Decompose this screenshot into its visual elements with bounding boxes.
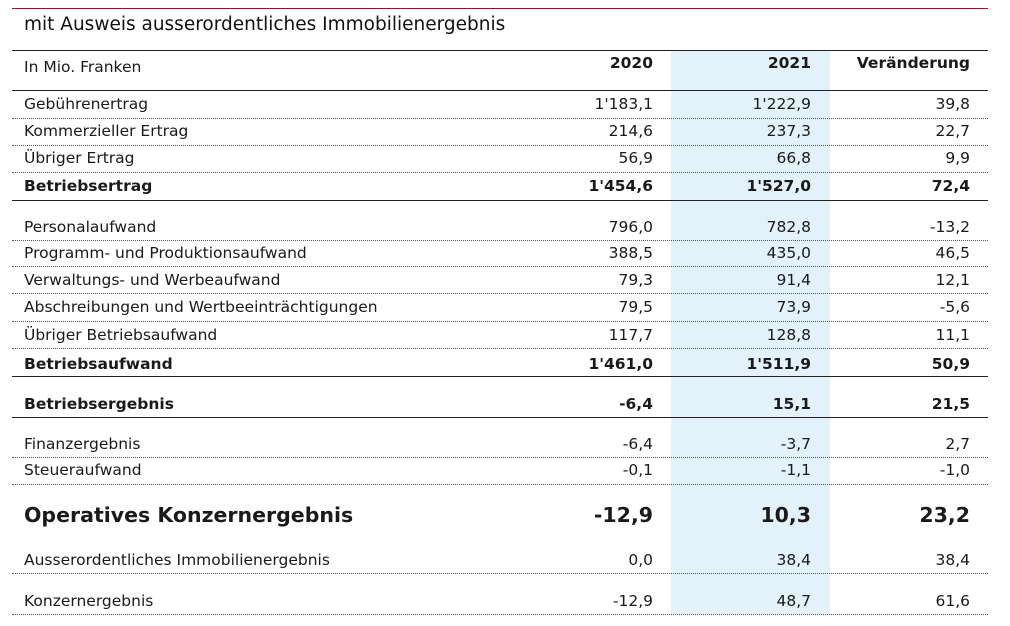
row-value-2021: 782,8	[766, 218, 811, 236]
row-value-2021: -1,1	[780, 461, 811, 479]
row-value-change: 46,5	[935, 244, 970, 262]
row-value-change: 61,6	[935, 592, 970, 610]
row-divider	[12, 321, 988, 322]
section-rule	[12, 200, 988, 201]
row-value-2020: 214,6	[608, 122, 653, 140]
row-value-2021: 66,8	[776, 149, 811, 167]
row-label: Kommerzieller Ertrag	[24, 122, 189, 140]
row-value-change: 11,1	[935, 326, 970, 344]
section-rule	[12, 417, 988, 418]
row-value-2020: 56,9	[618, 149, 653, 167]
row-divider	[12, 172, 988, 173]
row-value-change: 38,4	[935, 551, 970, 569]
row-label: Betriebsaufwand	[24, 355, 173, 373]
table-title: mit Ausweis ausserordentliches Immobilie…	[24, 14, 506, 35]
row-value-change: -5,6	[939, 298, 970, 316]
row-value-2020: 79,5	[618, 298, 653, 316]
unit-label: In Mio. Franken	[24, 58, 142, 76]
row-value-2020: 0,0	[628, 551, 653, 569]
row-label: Verwaltungs- und Werbeaufwand	[24, 271, 281, 289]
row-value-change: 2,7	[945, 435, 970, 453]
row-divider	[12, 118, 988, 119]
row-divider	[12, 614, 988, 615]
row-label: Gebührenertrag	[24, 95, 149, 113]
row-value-2021: 48,7	[776, 592, 811, 610]
row-value-2021: 73,9	[776, 298, 811, 316]
row-value-2021: 38,4	[776, 551, 811, 569]
row-label: Operatives Konzernergebnis	[24, 503, 354, 527]
row-label: Übriger Ertrag	[24, 149, 135, 167]
column-header-2020: 2020	[609, 54, 653, 72]
row-label: Finanzergebnis	[24, 435, 141, 453]
row-label: Ausserordentliches Immobilienergebnis	[24, 551, 330, 569]
top-rule	[12, 8, 988, 9]
row-value-change: 21,5	[931, 395, 970, 413]
row-divider	[12, 484, 988, 485]
row-value-2020: 117,7	[608, 326, 653, 344]
row-label: Betriebsertrag	[24, 177, 153, 195]
row-value-2020: -6,4	[622, 435, 653, 453]
row-value-change: 9,9	[945, 149, 970, 167]
row-value-2021: 1'511,9	[746, 355, 811, 373]
row-value-2020: 1'454,6	[588, 177, 653, 195]
column-header-2021: 2021	[767, 54, 811, 72]
row-divider	[12, 240, 988, 241]
row-divider	[12, 266, 988, 267]
row-divider	[12, 348, 988, 349]
row-divider	[12, 293, 988, 294]
row-label: Steueraufwand	[24, 461, 142, 479]
row-label: Betriebsergebnis	[24, 395, 174, 413]
row-value-change: 22,7	[935, 122, 970, 140]
row-value-2020: -12,9	[593, 503, 653, 527]
row-divider	[12, 145, 988, 146]
row-value-2020: -6,4	[619, 395, 653, 413]
row-value-change: 12,1	[935, 271, 970, 289]
header-top-rule	[12, 50, 988, 51]
row-value-2021: -3,7	[780, 435, 811, 453]
row-value-change: -1,0	[939, 461, 970, 479]
row-value-2020: 796,0	[608, 218, 653, 236]
row-value-change: 50,9	[931, 355, 970, 373]
column-header-change: Veränderung	[856, 54, 970, 72]
row-label: Programm- und Produktionsaufwand	[24, 244, 307, 262]
row-value-2020: -12,9	[612, 592, 653, 610]
row-value-2021: 1'527,0	[746, 177, 811, 195]
row-value-2021: 237,3	[766, 122, 811, 140]
row-value-2020: -0,1	[622, 461, 653, 479]
row-value-2020: 388,5	[608, 244, 653, 262]
row-value-2020: 1'461,0	[588, 355, 653, 373]
row-value-2021: 1'222,9	[752, 95, 812, 113]
row-value-2020: 1'183,1	[594, 95, 654, 113]
row-value-change: 39,8	[935, 95, 970, 113]
row-divider	[12, 457, 988, 458]
row-value-2021: 15,1	[772, 395, 811, 413]
row-value-change: 23,2	[919, 503, 970, 527]
highlight-column-2021	[671, 50, 830, 614]
row-divider	[12, 573, 988, 574]
section-rule	[12, 376, 988, 377]
row-label: Konzernergebnis	[24, 592, 154, 610]
row-label: Abschreibungen und Wertbeeinträchtigunge…	[24, 298, 378, 316]
row-value-change: 72,4	[931, 177, 970, 195]
row-label: Personalaufwand	[24, 218, 157, 236]
row-label: Übriger Betriebsaufwand	[24, 326, 218, 344]
row-value-2021: 128,8	[766, 326, 811, 344]
row-value-2020: 79,3	[618, 271, 653, 289]
row-value-change: -13,2	[929, 218, 970, 236]
row-value-2021: 10,3	[760, 503, 811, 527]
row-value-2021: 435,0	[766, 244, 811, 262]
header-bottom-rule	[12, 90, 988, 91]
row-value-2021: 91,4	[776, 271, 811, 289]
